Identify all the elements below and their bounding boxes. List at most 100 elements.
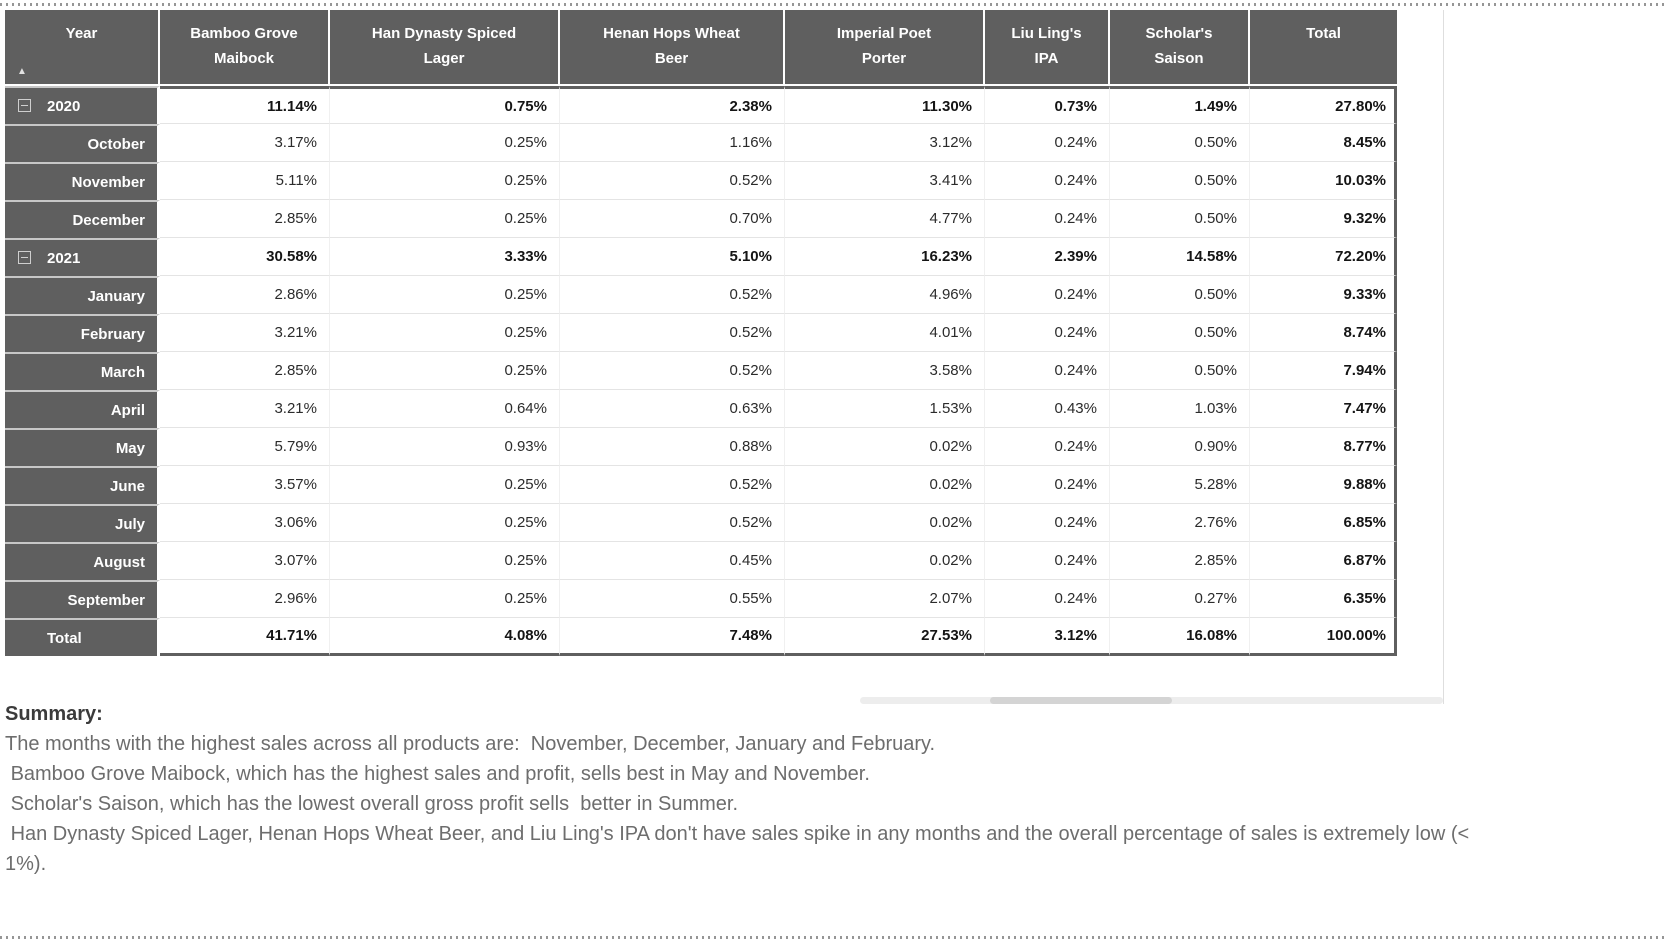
value-cell[interactable]: 100.00%	[1250, 618, 1397, 656]
value-cell[interactable]: 4.08%	[330, 618, 560, 656]
value-cell[interactable]: 7.48%	[560, 618, 785, 656]
value-cell[interactable]: 1.53%	[785, 390, 985, 428]
row-header-january[interactable]: January	[5, 276, 160, 314]
value-cell[interactable]: 2.85%	[1110, 542, 1250, 580]
value-cell[interactable]: 0.52%	[560, 352, 785, 390]
value-cell[interactable]: 2.86%	[160, 276, 330, 314]
sort-ascending-icon[interactable]: ▲	[17, 66, 27, 77]
value-cell[interactable]: 0.25%	[330, 124, 560, 162]
row-header-february[interactable]: February	[5, 314, 160, 352]
value-cell[interactable]: 0.25%	[330, 162, 560, 200]
row-header-may[interactable]: May	[5, 428, 160, 466]
value-cell[interactable]: 6.85%	[1250, 504, 1397, 542]
value-cell[interactable]: 16.08%	[1110, 618, 1250, 656]
value-cell[interactable]: 3.12%	[785, 124, 985, 162]
column-header-scholar-s-saison[interactable]: Scholar's Saison	[1110, 10, 1250, 86]
value-cell[interactable]: 0.24%	[985, 124, 1110, 162]
column-header-bamboo-grove-maibock[interactable]: Bamboo Grove Maibock	[160, 10, 330, 86]
collapse-icon[interactable]	[18, 99, 31, 112]
value-cell[interactable]: 7.47%	[1250, 390, 1397, 428]
row-header-2021[interactable]: 2021	[5, 238, 160, 276]
value-cell[interactable]: 8.74%	[1250, 314, 1397, 352]
row-header-october[interactable]: October	[5, 124, 160, 162]
value-cell[interactable]: 5.28%	[1110, 466, 1250, 504]
row-header-august[interactable]: August	[5, 542, 160, 580]
value-cell[interactable]: 0.43%	[985, 390, 1110, 428]
value-cell[interactable]: 3.58%	[785, 352, 985, 390]
horizontal-scrollbar-thumb[interactable]	[990, 697, 1172, 704]
value-cell[interactable]: 0.02%	[785, 504, 985, 542]
value-cell[interactable]: 0.55%	[560, 580, 785, 618]
value-cell[interactable]: 1.03%	[1110, 390, 1250, 428]
row-header-september[interactable]: September	[5, 580, 160, 618]
value-cell[interactable]: 5.11%	[160, 162, 330, 200]
value-cell[interactable]: 2.96%	[160, 580, 330, 618]
value-cell[interactable]: 0.02%	[785, 466, 985, 504]
value-cell[interactable]: 0.24%	[985, 542, 1110, 580]
value-cell[interactable]: 7.94%	[1250, 352, 1397, 390]
value-cell[interactable]: 9.88%	[1250, 466, 1397, 504]
value-cell[interactable]: 0.50%	[1110, 352, 1250, 390]
value-cell[interactable]: 0.24%	[985, 276, 1110, 314]
value-cell[interactable]: 11.30%	[785, 86, 985, 124]
value-cell[interactable]: 2.38%	[560, 86, 785, 124]
value-cell[interactable]: 0.90%	[1110, 428, 1250, 466]
value-cell[interactable]: 0.24%	[985, 428, 1110, 466]
horizontal-scrollbar[interactable]	[860, 697, 1443, 704]
value-cell[interactable]: 0.52%	[560, 504, 785, 542]
value-cell[interactable]: 6.35%	[1250, 580, 1397, 618]
value-cell[interactable]: 0.45%	[560, 542, 785, 580]
value-cell[interactable]: 0.02%	[785, 428, 985, 466]
value-cell[interactable]: 3.17%	[160, 124, 330, 162]
value-cell[interactable]: 0.25%	[330, 352, 560, 390]
value-cell[interactable]: 0.93%	[330, 428, 560, 466]
value-cell[interactable]: 3.06%	[160, 504, 330, 542]
value-cell[interactable]: 11.14%	[160, 86, 330, 124]
value-cell[interactable]: 0.75%	[330, 86, 560, 124]
value-cell[interactable]: 2.85%	[160, 352, 330, 390]
value-cell[interactable]: 0.24%	[985, 504, 1110, 542]
value-cell[interactable]: 14.58%	[1110, 238, 1250, 276]
value-cell[interactable]: 0.27%	[1110, 580, 1250, 618]
value-cell[interactable]: 9.32%	[1250, 200, 1397, 238]
column-header-imperial-poet-porter[interactable]: Imperial Poet Porter	[785, 10, 985, 86]
value-cell[interactable]: 8.77%	[1250, 428, 1397, 466]
value-cell[interactable]: 0.50%	[1110, 276, 1250, 314]
value-cell[interactable]: 0.52%	[560, 162, 785, 200]
value-cell[interactable]: 4.77%	[785, 200, 985, 238]
value-cell[interactable]: 0.25%	[330, 504, 560, 542]
value-cell[interactable]: 72.20%	[1250, 238, 1397, 276]
value-cell[interactable]: 0.52%	[560, 314, 785, 352]
value-cell[interactable]: 4.01%	[785, 314, 985, 352]
value-cell[interactable]: 3.21%	[160, 390, 330, 428]
value-cell[interactable]: 0.64%	[330, 390, 560, 428]
column-header-henan-hops-wheat-beer[interactable]: Henan Hops Wheat Beer	[560, 10, 785, 86]
value-cell[interactable]: 41.71%	[160, 618, 330, 656]
value-cell[interactable]: 2.76%	[1110, 504, 1250, 542]
value-cell[interactable]: 0.25%	[330, 276, 560, 314]
column-header-year[interactable]: Year ▲	[5, 10, 160, 86]
row-header-july[interactable]: July	[5, 504, 160, 542]
value-cell[interactable]: 0.50%	[1110, 314, 1250, 352]
value-cell[interactable]: 2.07%	[785, 580, 985, 618]
row-header-april[interactable]: April	[5, 390, 160, 428]
row-header-december[interactable]: December	[5, 200, 160, 238]
value-cell[interactable]: 2.85%	[160, 200, 330, 238]
value-cell[interactable]: 3.41%	[785, 162, 985, 200]
value-cell[interactable]: 6.87%	[1250, 542, 1397, 580]
column-header-total[interactable]: Total	[1250, 10, 1397, 86]
row-header-november[interactable]: November	[5, 162, 160, 200]
value-cell[interactable]: 0.52%	[560, 466, 785, 504]
value-cell[interactable]: 0.73%	[985, 86, 1110, 124]
value-cell[interactable]: 1.16%	[560, 124, 785, 162]
column-header-liu-ling-s-ipa[interactable]: Liu Ling's IPA	[985, 10, 1110, 86]
value-cell[interactable]: 0.25%	[330, 200, 560, 238]
value-cell[interactable]: 4.96%	[785, 276, 985, 314]
value-cell[interactable]: 16.23%	[785, 238, 985, 276]
value-cell[interactable]: 0.70%	[560, 200, 785, 238]
value-cell[interactable]: 0.24%	[985, 314, 1110, 352]
value-cell[interactable]: 27.53%	[785, 618, 985, 656]
row-header-total[interactable]: Total	[5, 618, 160, 656]
value-cell[interactable]: 3.57%	[160, 466, 330, 504]
value-cell[interactable]: 3.21%	[160, 314, 330, 352]
